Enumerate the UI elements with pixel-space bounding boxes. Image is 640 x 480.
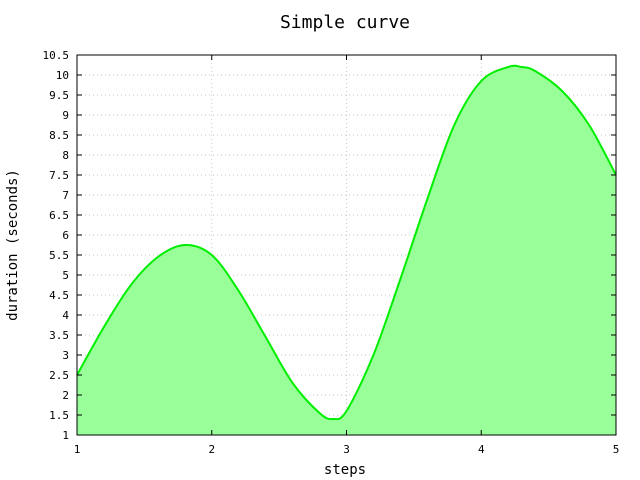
x-tick-label: 5 (613, 443, 620, 456)
y-tick-label: 8.5 (49, 129, 69, 142)
x-tick-label: 4 (478, 443, 485, 456)
y-tick-label: 6.5 (49, 209, 69, 222)
axis-ticks: 1 2 3 4 5 1 1.5 2 2.5 3 3.5 4 4.5 5 5.5 6 6.5 7 7.5 8 8.5 9 9.… (43, 49, 620, 456)
y-tick-label: 10.5 (43, 49, 70, 62)
x-tick-label: 2 (208, 443, 215, 456)
chart-title: Simple curve (280, 12, 410, 33)
y-tick-label: 10 (56, 69, 69, 82)
y-tick-label: 2.5 (49, 369, 69, 382)
y-tick-label: 5 (62, 269, 69, 282)
x-tick-label: 1 (74, 443, 81, 456)
x-axis-label: steps (324, 462, 366, 478)
y-tick-label: 9 (62, 109, 69, 122)
y-tick-label: 6 (62, 229, 69, 242)
x-tick-label: 3 (343, 443, 350, 456)
y-axis-label: duration (seconds) (5, 169, 21, 321)
y-tick-label: 1.5 (49, 409, 69, 422)
y-tick-label: 7 (62, 189, 69, 202)
y-tick-label: 1 (62, 429, 69, 442)
y-tick-label: 9.5 (49, 89, 69, 102)
y-tick-label: 3 (62, 349, 69, 362)
y-tick-label: 5.5 (49, 249, 69, 262)
y-tick-label: 7.5 (49, 169, 69, 182)
y-tick-label: 4 (62, 309, 69, 322)
y-tick-label: 3.5 (49, 329, 69, 342)
y-tick-label: 8 (62, 149, 69, 162)
series-area-fill (77, 65, 616, 436)
y-tick-label: 4.5 (49, 289, 69, 302)
series-line (76, 64, 617, 421)
y-tick-label: 2 (62, 389, 69, 402)
